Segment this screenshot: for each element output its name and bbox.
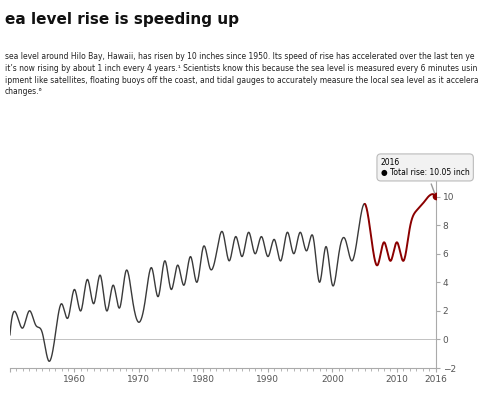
Text: sea level around Hilo Bay, Hawaii, has risen by 10 inches since 1950. Its speed : sea level around Hilo Bay, Hawaii, has r… bbox=[5, 52, 479, 96]
Text: 2016
● Total rise: 10.05 inch: 2016 ● Total rise: 10.05 inch bbox=[381, 158, 470, 193]
Text: ea level rise is speeding up: ea level rise is speeding up bbox=[5, 12, 239, 27]
